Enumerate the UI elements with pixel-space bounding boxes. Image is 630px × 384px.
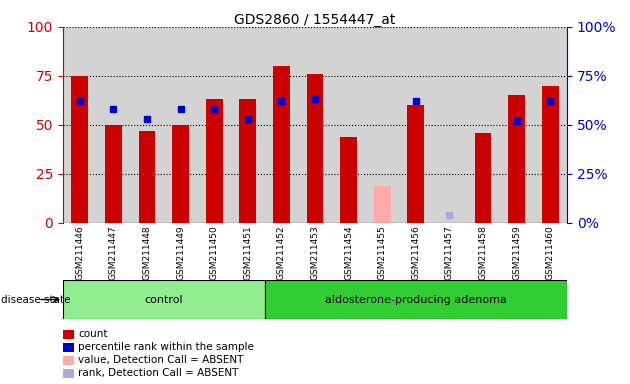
- Text: GSM211447: GSM211447: [109, 226, 118, 280]
- Bar: [71, 76, 88, 223]
- Text: aldosterone-producing adenoma: aldosterone-producing adenoma: [325, 295, 507, 305]
- Bar: [508, 95, 525, 223]
- Text: GSM211459: GSM211459: [512, 226, 521, 280]
- Text: GSM211451: GSM211451: [243, 226, 252, 280]
- Text: GSM211457: GSM211457: [445, 226, 454, 280]
- Text: percentile rank within the sample: percentile rank within the sample: [78, 342, 254, 352]
- Bar: [206, 99, 222, 223]
- Bar: [340, 137, 357, 223]
- Bar: [542, 86, 559, 223]
- Bar: [265, 280, 567, 319]
- Text: value, Detection Call = ABSENT: value, Detection Call = ABSENT: [78, 355, 243, 365]
- Bar: [374, 185, 391, 223]
- Bar: [139, 131, 156, 223]
- Text: GSM211458: GSM211458: [479, 226, 488, 280]
- Text: GSM211452: GSM211452: [277, 226, 286, 280]
- Bar: [105, 125, 122, 223]
- Bar: [172, 125, 189, 223]
- Text: control: control: [144, 295, 183, 305]
- Text: count: count: [78, 329, 108, 339]
- Text: GSM211460: GSM211460: [546, 226, 554, 280]
- Text: GSM211453: GSM211453: [311, 226, 319, 280]
- Text: GSM211449: GSM211449: [176, 226, 185, 280]
- Bar: [307, 74, 323, 223]
- Text: GSM211450: GSM211450: [210, 226, 219, 280]
- Bar: [474, 132, 491, 223]
- Text: GSM211454: GSM211454: [344, 226, 353, 280]
- Text: GSM211446: GSM211446: [76, 226, 84, 280]
- Bar: [239, 99, 256, 223]
- Text: GSM211455: GSM211455: [378, 226, 387, 280]
- Bar: [408, 105, 424, 223]
- Text: GSM211448: GSM211448: [142, 226, 151, 280]
- Text: disease state: disease state: [1, 295, 70, 305]
- Bar: [63, 280, 265, 319]
- Text: GSM211456: GSM211456: [411, 226, 420, 280]
- Text: GDS2860 / 1554447_at: GDS2860 / 1554447_at: [234, 13, 396, 27]
- Bar: [273, 66, 290, 223]
- Text: rank, Detection Call = ABSENT: rank, Detection Call = ABSENT: [78, 368, 239, 378]
